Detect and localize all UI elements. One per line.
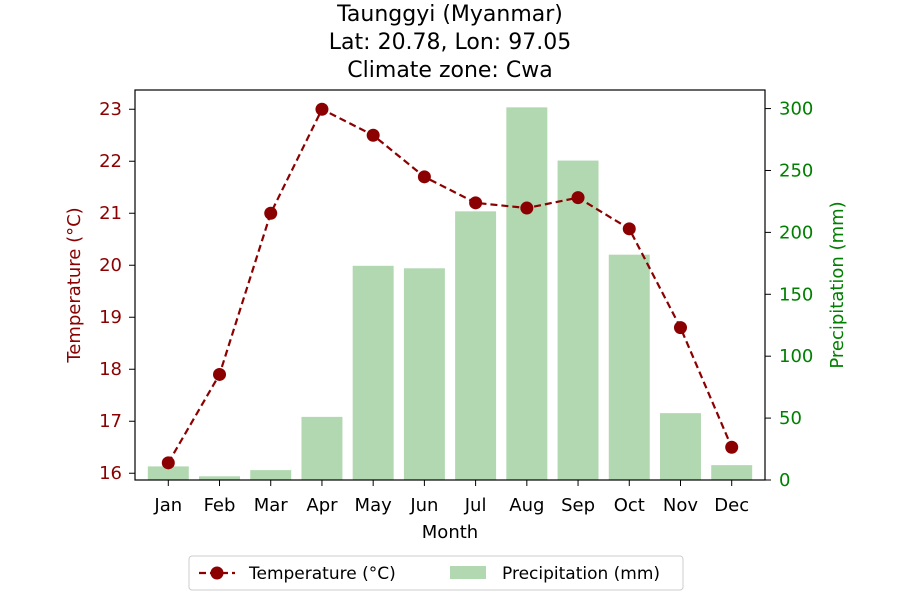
temperature-point-jan	[161, 456, 175, 470]
left-y-tick-label: 23	[99, 99, 122, 120]
plot-frame	[134, 89, 766, 481]
x-tick-label: Aug	[509, 495, 544, 516]
x-tick-label: Jan	[153, 495, 182, 516]
temperature-series-line	[167, 107, 733, 464]
legend: Temperature (°C) Precipitation (mm)	[188, 555, 684, 591]
precipitation-bar-apr	[301, 416, 343, 480]
right-y-tick-label: 250	[779, 160, 813, 181]
temperature-line	[161, 102, 739, 470]
right-y-tick-label: 300	[779, 99, 813, 120]
x-tick-label: Dec	[714, 495, 749, 516]
temperature-point-aug	[520, 201, 534, 215]
left-y-tick-label: 22	[99, 151, 122, 172]
precipitation-bar-jun	[403, 268, 445, 480]
precipitation-bar-mar	[250, 470, 292, 480]
x-tick-label: Oct	[614, 495, 645, 516]
temperature-point-dec	[725, 440, 739, 454]
precipitation-bar-aug	[506, 107, 548, 480]
right-y-tick-label: 0	[779, 470, 790, 491]
temperature-point-mar	[264, 206, 278, 220]
left-y-tick-label: 21	[99, 203, 122, 224]
left-y-tick-label: 19	[99, 307, 122, 328]
x-tick-label: Sep	[561, 495, 595, 516]
temperature-point-may	[366, 128, 380, 142]
right-y-tick-label: 150	[779, 284, 813, 305]
left-y-axis-ticks: 16 17 18 19 20 21 22 23	[99, 99, 135, 484]
legend-precipitation-swatch	[450, 566, 486, 579]
precipitation-bars	[147, 107, 753, 481]
right-y-axis-ticks: 0 50 100 150 200 250 300	[765, 99, 813, 491]
right-y-tick-label: 50	[779, 408, 802, 429]
x-axis-ticks: Jan Feb Mar Apr May Jun Jul Aug Sep Oct Nov Dec	[153, 480, 749, 516]
chart-title-line-1: Taunggyi (Myanmar)	[336, 2, 563, 27]
right-y-tick-label: 100	[779, 346, 813, 367]
chart-title-line-2: Lat: 20.78, Lon: 97.05	[329, 30, 571, 55]
x-tick-label: Apr	[306, 495, 338, 516]
temperature-point-oct	[622, 222, 636, 236]
temperature-point-nov	[673, 321, 687, 335]
precipitation-bar-jul	[455, 211, 497, 481]
left-y-axis-label: Temperature (°C)	[64, 207, 85, 363]
legend-temperature-marker	[210, 566, 224, 580]
left-y-tick-label: 16	[99, 463, 122, 484]
x-tick-label: Mar	[254, 495, 289, 516]
x-tick-label: Nov	[663, 495, 698, 516]
left-y-tick-label: 17	[99, 411, 122, 432]
precipitation-bar-oct	[608, 254, 650, 480]
precipitation-bar-sep	[557, 160, 599, 481]
legend-temperature-label: Temperature (°C)	[248, 564, 396, 584]
legend-precipitation-label: Precipitation (mm)	[502, 564, 660, 584]
x-tick-label: May	[355, 495, 393, 516]
precipitation-bar-may	[352, 265, 394, 480]
left-y-tick-label: 18	[99, 359, 122, 380]
legend-box	[188, 555, 684, 591]
x-tick-label: Jul	[464, 495, 487, 516]
right-y-axis-label: Precipitation (mm)	[827, 201, 848, 368]
precipitation-bar-nov	[660, 413, 701, 480]
x-tick-label: Feb	[204, 495, 236, 516]
precipitation-bar-dec	[711, 465, 753, 480]
temperature-point-sep	[571, 191, 585, 205]
temperature-point-feb	[213, 367, 227, 381]
precipitation-bar-jan	[147, 466, 189, 480]
left-y-tick-label: 20	[99, 255, 122, 276]
temperature-point-jun	[417, 170, 431, 184]
precipitation-bar-feb	[199, 476, 240, 480]
temperature-point-apr	[315, 102, 329, 116]
x-tick-label: Jun	[409, 495, 438, 516]
chart-title-line-3: Climate zone: Cwa	[347, 58, 552, 83]
right-y-tick-label: 200	[779, 222, 813, 243]
x-axis-label: Month	[422, 522, 478, 543]
temperature-point-jul	[469, 196, 483, 210]
